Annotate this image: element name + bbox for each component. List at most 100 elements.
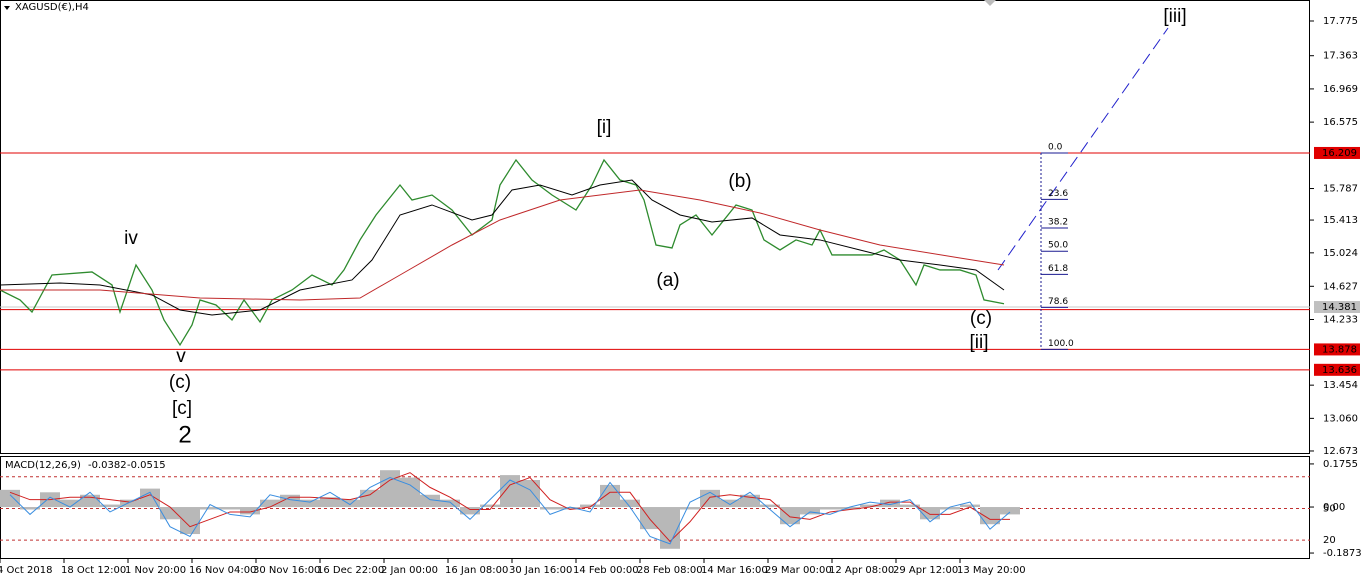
macd-bar — [220, 507, 240, 510]
macd-bar — [180, 507, 200, 535]
macd-bar — [60, 499, 80, 508]
price-panel — [0, 0, 1310, 454]
macd-bar — [620, 499, 640, 508]
x-tick-label: 29 Mar 00:00 — [765, 565, 832, 576]
macd-bar — [800, 507, 820, 515]
macd-bar — [420, 494, 440, 508]
menu-triangle — [4, 6, 10, 10]
macd-bar — [760, 504, 780, 508]
macd-bar — [980, 507, 1000, 525]
projection-line — [997, 27, 1169, 271]
wave-label: [iii] — [1163, 6, 1186, 27]
macd-bar — [360, 489, 380, 508]
x-tick-label: 28 Feb 08:00 — [637, 565, 703, 576]
level-box — [1314, 146, 1360, 159]
macd-bar — [580, 504, 600, 508]
level-box — [1314, 363, 1360, 376]
wave-label: iv — [124, 228, 138, 249]
macd-bar — [1000, 507, 1020, 515]
macd-bar — [660, 507, 680, 549]
fib-label: 50.0 — [1048, 241, 1068, 251]
x-tick-label: 30 Nov 16:00 — [253, 565, 320, 576]
fib-label: 0.0 — [1048, 142, 1063, 152]
macd-title: MACD(12,26,9) — [5, 460, 81, 471]
y2-tick-label: 50 — [1323, 503, 1336, 514]
x-tick-label: 14 Feb 00:00 — [573, 565, 639, 576]
level-label: 16.209 — [1322, 148, 1357, 159]
macd-bar — [280, 494, 300, 508]
macd-bar — [920, 507, 940, 520]
macd-line — [9, 477, 1011, 545]
y-tick-label: 17.775 — [1323, 16, 1358, 27]
macd-readout: -0.0515 — [127, 460, 166, 471]
x-tick-label: 16 Jan 08:00 — [445, 565, 508, 576]
macd-bar — [240, 507, 260, 515]
y-tick-label: 16.575 — [1323, 117, 1358, 128]
last-price-box — [1314, 301, 1360, 314]
macd-bar — [200, 507, 220, 510]
macd-bar — [840, 507, 860, 510]
y-tick-label: 13.454 — [1323, 380, 1358, 391]
macd-bar — [520, 480, 540, 508]
macd-bar — [880, 499, 900, 508]
macd-bar — [140, 488, 160, 508]
wave-label: [ii] — [970, 332, 989, 353]
macd-bar — [260, 499, 280, 508]
macd-bar — [160, 507, 180, 520]
x-tick-label: 13 May 20:00 — [957, 565, 1026, 576]
price-line — [0, 179, 1005, 316]
level-box — [1314, 343, 1360, 356]
macd-bar — [320, 497, 340, 508]
y-tick-label: 13.060 — [1323, 413, 1358, 424]
macd-bar — [480, 504, 500, 508]
x-tick-label: 16 Nov 04:00 — [189, 565, 256, 576]
y-tick-label: 14.627 — [1323, 281, 1358, 292]
macd-bar — [100, 504, 120, 508]
macd-bar — [380, 470, 400, 508]
macd-bar — [860, 504, 880, 508]
macd-bar — [560, 507, 580, 510]
wave-label: [c] — [172, 398, 192, 419]
fib-label: 23.6 — [1048, 189, 1068, 199]
macd-bar — [720, 499, 740, 508]
x-tick-label: 1 Nov 20:00 — [125, 565, 186, 576]
x-tick-label: 4 Oct 2018 — [0, 565, 52, 576]
y-tick-label: 16.969 — [1323, 84, 1358, 95]
fib-label: 61.8 — [1048, 264, 1068, 274]
y-tick-label: 17.363 — [1323, 51, 1358, 62]
macd-bar — [960, 504, 980, 508]
x-tick-label: 30 Jan 16:00 — [509, 565, 572, 576]
level-label: 13.878 — [1322, 344, 1357, 355]
level-label: 13.636 — [1322, 365, 1357, 376]
fib-label: 100.0 — [1048, 339, 1074, 349]
y-tick-label: 14.233 — [1323, 315, 1358, 326]
y-tick-label: -0.1873 — [1323, 548, 1362, 559]
price-line — [0, 189, 1005, 301]
y-tick-label: 12.673 — [1323, 446, 1358, 457]
wave-label: (a) — [656, 270, 679, 291]
macd-bar — [940, 507, 960, 510]
macd-readout: -0.0382 — [88, 460, 127, 471]
y-tick-label: 15.413 — [1323, 215, 1358, 226]
x-tick-label: 29 Apr 12:00 — [893, 565, 958, 576]
macd-line — [9, 472, 1010, 543]
wave-label: 2 — [178, 421, 191, 448]
y2-tick-label: 20 — [1323, 535, 1336, 546]
x-tick-label: 12 Apr 08:00 — [829, 565, 894, 576]
x-tick-label: 18 Oct 12:00 — [61, 565, 126, 576]
y-tick-label: 0.00 — [1323, 502, 1345, 513]
macd-bar — [680, 507, 700, 510]
macd-bar — [440, 499, 460, 508]
x-tick-label: 14 Mar 16:00 — [701, 565, 768, 576]
macd-bar — [400, 477, 420, 508]
macd-bar — [540, 507, 560, 510]
macd-bar — [120, 499, 140, 508]
fib-label: 78.6 — [1048, 297, 1068, 307]
fib-label: 38.2 — [1048, 218, 1068, 228]
scroll-marker — [984, 0, 996, 6]
macd-bar — [780, 507, 800, 525]
price-line — [0, 158, 1005, 347]
y-tick-label: 15.787 — [1323, 184, 1358, 195]
wave-label: v — [176, 346, 186, 367]
